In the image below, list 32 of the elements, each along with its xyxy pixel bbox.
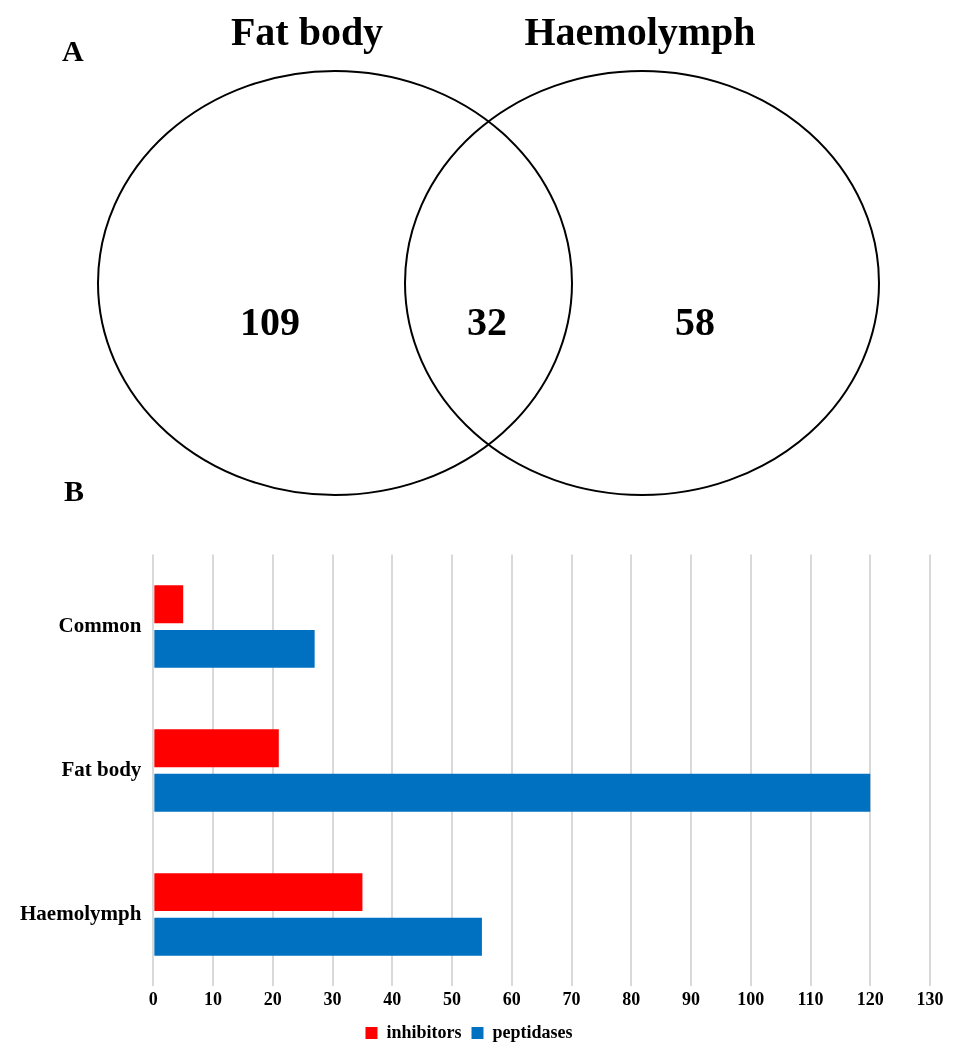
text: Fat body <box>230 8 384 55</box>
data-label: 58 <box>675 298 715 345</box>
x-tick-label: 120 <box>856 988 884 1009</box>
legend-label: peptidases <box>492 1021 573 1042</box>
y-tick-label: Haemolymph <box>19 900 142 925</box>
x-tick-label: 80 <box>622 988 641 1009</box>
x-tick-label: 0 <box>148 988 158 1009</box>
x-tick-label: 90 <box>682 988 701 1009</box>
bar <box>154 773 871 812</box>
x-tick-label: 60 <box>502 988 521 1009</box>
chart-title: B <box>64 474 85 508</box>
data-label: 109 <box>240 298 300 345</box>
text: A <box>62 34 84 68</box>
x-tick-label: 110 <box>797 988 824 1009</box>
bar <box>154 873 363 912</box>
x-tick-label: 100 <box>737 988 765 1009</box>
x-tick-label: 70 <box>562 988 581 1009</box>
bar <box>154 729 279 768</box>
x-tick-label: 10 <box>204 988 223 1009</box>
bar <box>154 917 482 956</box>
data-label: 32 <box>467 298 507 345</box>
y-tick-label: Fat body <box>61 756 142 781</box>
x-tick-label: 50 <box>443 988 462 1009</box>
x-tick-label: 130 <box>916 988 944 1009</box>
bar <box>154 629 315 668</box>
bar <box>154 585 184 624</box>
text: Haemolymph <box>524 8 756 55</box>
y-tick-label: Common <box>58 612 142 637</box>
x-tick-label: 30 <box>323 988 342 1009</box>
legend-label: inhibitors <box>386 1021 462 1042</box>
x-tick-label: 20 <box>263 988 282 1009</box>
x-tick-label: 40 <box>383 988 402 1009</box>
